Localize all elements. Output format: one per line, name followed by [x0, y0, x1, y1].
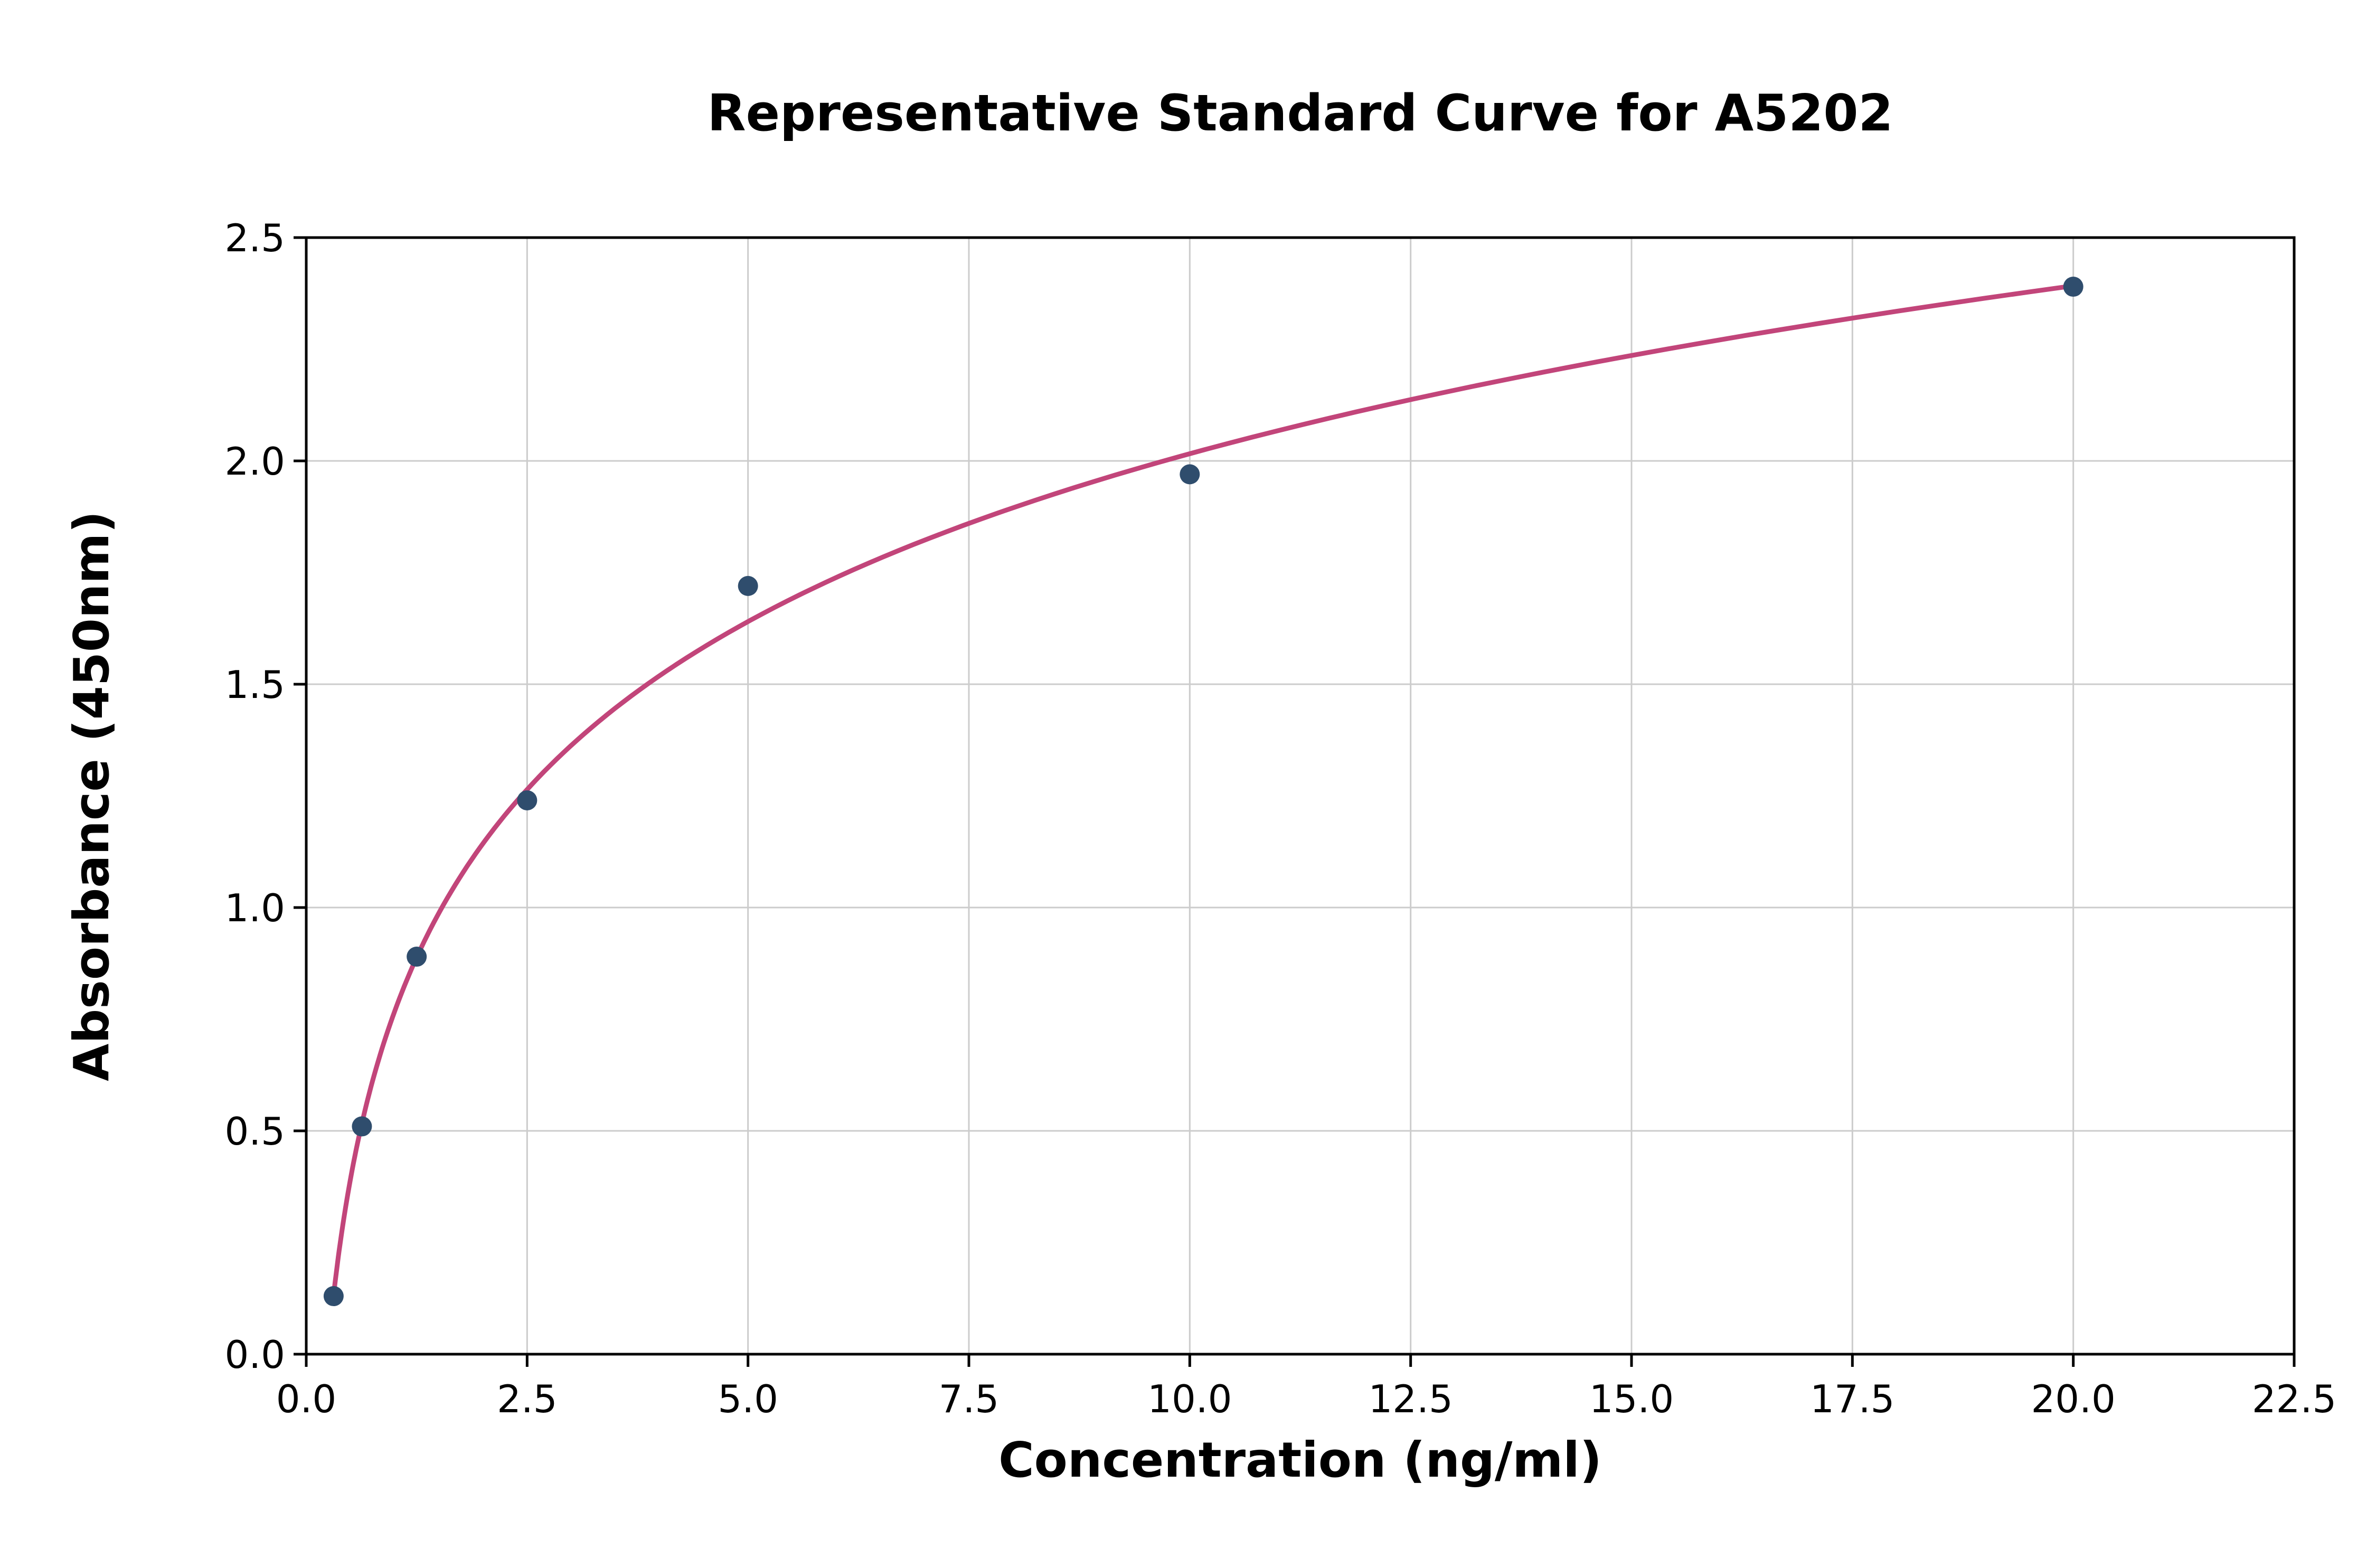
x-tick-label: 7.5: [939, 1377, 1000, 1421]
chart-title: Representative Standard Curve for A5202: [707, 84, 1893, 143]
data-point: [738, 575, 758, 596]
x-axis-label: Concentration (ng/ml): [998, 1432, 1602, 1488]
x-tick-label: 2.5: [497, 1377, 558, 1421]
y-tick-label: 1.5: [224, 663, 285, 707]
x-tick-label: 10.0: [1147, 1377, 1232, 1421]
y-tick-label: 0.5: [224, 1109, 285, 1154]
data-point: [352, 1116, 372, 1137]
data-point: [323, 1286, 344, 1307]
x-tick-label: 15.0: [1589, 1377, 1674, 1421]
y-tick-label: 1.0: [224, 886, 285, 930]
fit-curve: [331, 283, 2076, 1298]
y-tick-label: 0.0: [224, 1333, 285, 1377]
y-axis-label: Absorbance (450nm): [63, 511, 120, 1081]
x-tick-label: 12.5: [1369, 1377, 1453, 1421]
y-tick-label: 2.0: [224, 439, 285, 484]
y-tick-label: 2.5: [224, 216, 285, 260]
data-point: [1180, 464, 1200, 485]
data-point: [407, 947, 427, 967]
x-tick-label: 17.5: [1810, 1377, 1894, 1421]
x-tick-label: 20.0: [2031, 1377, 2116, 1421]
data-point: [2063, 277, 2083, 297]
x-tick-label: 22.5: [2252, 1377, 2336, 1421]
data-point: [517, 790, 538, 810]
x-tick-label: 0.0: [276, 1377, 337, 1421]
plot-border: [305, 236, 2296, 1356]
x-tick-label: 5.0: [718, 1377, 778, 1421]
